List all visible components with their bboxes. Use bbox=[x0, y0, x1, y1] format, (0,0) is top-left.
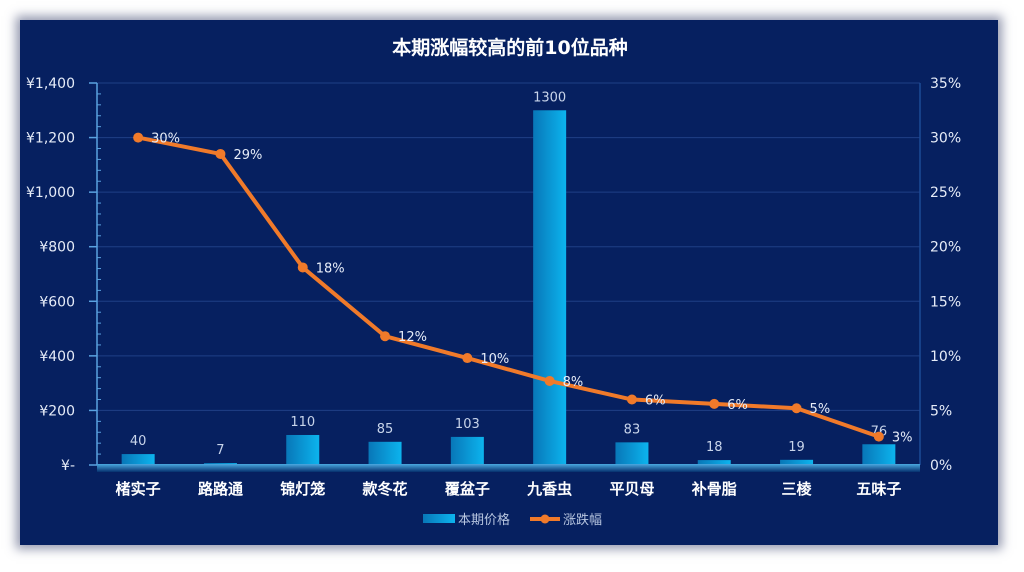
x-tick-label: 覆盆子 bbox=[445, 480, 490, 498]
y-left-tick-label: ¥200 bbox=[39, 403, 75, 419]
x-tick-label: 锦灯笼 bbox=[280, 480, 325, 498]
line-data-label: 10% bbox=[480, 352, 509, 367]
y-right-tick-label: 0% bbox=[930, 458, 952, 474]
line-marker bbox=[215, 148, 226, 159]
y-left-tick-label: ¥400 bbox=[39, 349, 75, 365]
line-data-label: 6% bbox=[645, 394, 666, 409]
bar bbox=[286, 434, 320, 465]
bar-data-label: 19 bbox=[788, 440, 805, 455]
bar bbox=[780, 459, 814, 465]
bar-data-label: 83 bbox=[624, 422, 641, 437]
line-data-label: 29% bbox=[233, 148, 262, 163]
x-axis-base bbox=[97, 464, 920, 472]
y-left-tick-label: ¥1,200 bbox=[26, 131, 75, 147]
line-data-label: 8% bbox=[563, 375, 584, 390]
bar-data-label: 40 bbox=[130, 434, 147, 449]
y-left-tick-label: ¥- bbox=[61, 458, 75, 474]
legend-bar-swatch bbox=[423, 514, 455, 523]
x-tick-label: 楮实子 bbox=[115, 480, 161, 498]
y-left-tick-label: ¥800 bbox=[39, 240, 75, 256]
y-right-tick-label: 35% bbox=[930, 76, 961, 92]
line-marker bbox=[544, 375, 555, 386]
bar-data-label: 110 bbox=[290, 415, 315, 430]
bar bbox=[862, 444, 896, 465]
line-marker bbox=[873, 431, 884, 442]
bar-data-label: 103 bbox=[455, 417, 480, 432]
bar bbox=[368, 441, 402, 465]
line-marker bbox=[133, 132, 144, 143]
y-left-tick-label: ¥1,000 bbox=[26, 185, 75, 201]
bar bbox=[121, 454, 155, 465]
x-tick-label: 平贝母 bbox=[609, 480, 654, 498]
bar-data-label: 18 bbox=[706, 440, 723, 455]
x-tick-label: 九香虫 bbox=[526, 480, 572, 498]
x-tick-label: 路路通 bbox=[198, 480, 243, 498]
bar-data-label: 1300 bbox=[533, 90, 566, 105]
bar bbox=[450, 436, 484, 465]
line-marker bbox=[462, 353, 473, 364]
x-tick-label: 款冬花 bbox=[363, 480, 408, 498]
legend-line-marker bbox=[540, 514, 550, 524]
legend-bar-label: 本期价格 bbox=[458, 512, 510, 528]
line-marker bbox=[791, 403, 802, 414]
line-series bbox=[137, 135, 880, 439]
x-tick-label: 五味子 bbox=[856, 480, 901, 498]
y-left-tick-label: ¥1,400 bbox=[26, 76, 75, 92]
line-data-label: 5% bbox=[810, 402, 831, 417]
chart-title: 本期涨幅较高的前10位品种 bbox=[392, 36, 627, 59]
x-tick-label: 三棱 bbox=[782, 480, 813, 498]
line-marker bbox=[709, 398, 720, 409]
bar-data-label: 7 bbox=[216, 443, 224, 458]
x-tick-label: 补骨脂 bbox=[691, 480, 737, 498]
y-right-tick-label: 15% bbox=[930, 294, 961, 310]
bar bbox=[533, 110, 567, 466]
line-data-label: 6% bbox=[727, 398, 748, 413]
line-data-label: 30% bbox=[151, 132, 180, 147]
y-right-tick-label: 30% bbox=[930, 131, 961, 147]
line-marker bbox=[297, 262, 308, 273]
line-marker bbox=[626, 394, 637, 405]
bar bbox=[697, 460, 731, 465]
line-data-label: 12% bbox=[398, 330, 427, 345]
y-right-tick-label: 5% bbox=[930, 403, 952, 419]
bar-data-label: 85 bbox=[377, 422, 394, 437]
y-left-tick-label: ¥600 bbox=[39, 294, 75, 310]
chart-frame bbox=[20, 20, 998, 545]
bar bbox=[615, 442, 649, 465]
line-data-label: 3% bbox=[892, 431, 913, 446]
line-marker bbox=[380, 331, 391, 342]
y-right-tick-label: 25% bbox=[930, 185, 961, 201]
legend-line-label: 涨跌幅 bbox=[563, 512, 602, 528]
y-right-tick-label: 20% bbox=[930, 240, 961, 256]
line-data-label: 18% bbox=[316, 261, 345, 276]
y-right-tick-label: 10% bbox=[930, 349, 961, 365]
legend: 本期价格 涨跌幅 bbox=[423, 512, 602, 528]
